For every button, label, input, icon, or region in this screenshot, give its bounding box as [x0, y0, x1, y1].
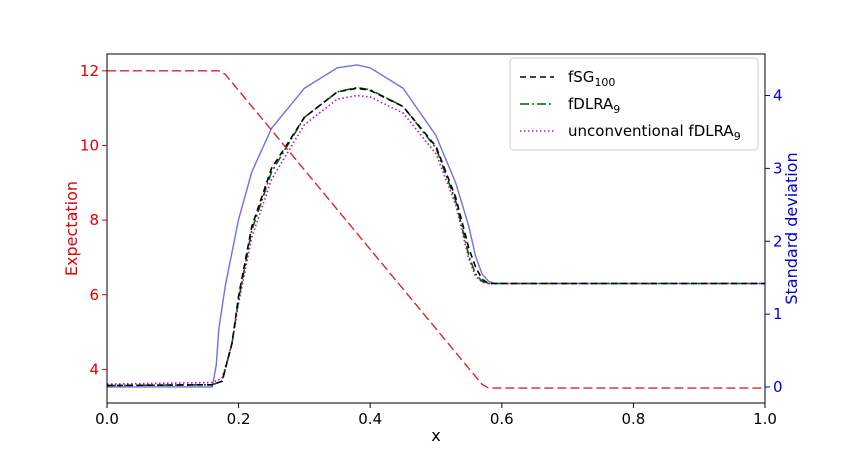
series-line-expectation	[107, 70, 765, 389]
legend-label-unconv: unconventional fDLRA9	[568, 122, 741, 143]
x-tick-label: 0.2	[227, 410, 251, 428]
left-y-tick-label: 6	[89, 286, 99, 304]
right-y-tick-label: 3	[773, 159, 783, 177]
legend-subscript-unconv: 9	[734, 130, 741, 143]
left-y-tick-label: 4	[89, 360, 99, 378]
x-tick-label: 0.0	[95, 410, 119, 428]
x-tick-label: 0.4	[358, 410, 382, 428]
legend-subscript-fdlra: 9	[613, 103, 620, 116]
left-y-axis-title: Expectation	[62, 181, 81, 276]
legend-subscript-fsg: 100	[594, 76, 615, 89]
plot-lines	[106, 64, 765, 389]
right-y-tick-label: 1	[773, 305, 783, 323]
legend-label-fdlra: fDLRA9	[568, 95, 620, 116]
right-y-axis-title: Standard deviation	[782, 152, 801, 304]
x-tick-label: 0.6	[490, 410, 514, 428]
series-line-std-reference	[107, 64, 765, 388]
x-axis-title: x	[431, 426, 440, 445]
x-axis-ticks: 0.0 0.2 0.4 0.6 0.8 1.0	[95, 403, 777, 428]
left-y-axis-ticks: 4 6 8 10 12	[80, 62, 107, 378]
x-tick-label: 0.8	[621, 410, 645, 428]
left-y-tick-label: 8	[89, 211, 99, 229]
left-y-tick-label: 12	[80, 62, 99, 80]
x-tick-label: 1.0	[753, 410, 777, 428]
legend-box	[509, 57, 759, 151]
plot-frame	[106, 53, 766, 404]
right-y-axis-ticks: 0 1 2 3 4	[765, 87, 783, 396]
right-y-tick-label: 0	[773, 378, 783, 396]
left-y-tick-label: 10	[80, 136, 99, 154]
right-y-tick-label: 2	[773, 232, 783, 250]
series-line-fsg	[106, 87, 765, 387]
right-y-tick-label: 4	[773, 87, 783, 105]
